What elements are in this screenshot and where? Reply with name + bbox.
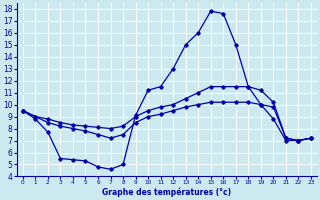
X-axis label: Graphe des températures (°c): Graphe des températures (°c): [102, 188, 231, 197]
